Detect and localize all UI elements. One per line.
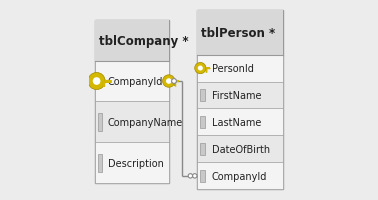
Text: tblCompany *: tblCompany * — [99, 34, 189, 47]
FancyBboxPatch shape — [95, 143, 169, 183]
Circle shape — [193, 174, 197, 178]
Text: LastName: LastName — [212, 117, 261, 127]
Circle shape — [188, 174, 193, 178]
Circle shape — [166, 79, 172, 84]
FancyBboxPatch shape — [197, 163, 283, 189]
FancyBboxPatch shape — [200, 170, 205, 182]
FancyBboxPatch shape — [95, 21, 169, 183]
FancyBboxPatch shape — [197, 109, 283, 136]
Circle shape — [163, 75, 175, 88]
FancyBboxPatch shape — [197, 11, 283, 189]
FancyBboxPatch shape — [197, 82, 283, 109]
Text: FirstName: FirstName — [212, 91, 261, 101]
FancyBboxPatch shape — [200, 116, 205, 128]
Text: CompanyName: CompanyName — [108, 117, 183, 127]
FancyBboxPatch shape — [200, 89, 205, 102]
Circle shape — [93, 78, 101, 85]
Text: CompanyId: CompanyId — [212, 171, 267, 181]
Text: tblPerson *: tblPerson * — [201, 26, 276, 39]
FancyBboxPatch shape — [95, 61, 169, 102]
Text: CompanyId: CompanyId — [108, 77, 163, 87]
Text: DateOfBirth: DateOfBirth — [212, 144, 270, 154]
FancyBboxPatch shape — [200, 143, 205, 155]
Circle shape — [198, 66, 203, 71]
Text: PersonId: PersonId — [212, 64, 254, 74]
FancyBboxPatch shape — [95, 21, 169, 61]
Circle shape — [88, 73, 105, 90]
FancyBboxPatch shape — [197, 136, 283, 163]
Circle shape — [172, 79, 177, 84]
Text: Description: Description — [108, 158, 164, 168]
FancyBboxPatch shape — [98, 113, 102, 132]
Circle shape — [195, 63, 206, 74]
FancyBboxPatch shape — [95, 102, 169, 143]
FancyBboxPatch shape — [197, 55, 283, 82]
FancyBboxPatch shape — [197, 11, 283, 55]
FancyBboxPatch shape — [98, 154, 102, 172]
